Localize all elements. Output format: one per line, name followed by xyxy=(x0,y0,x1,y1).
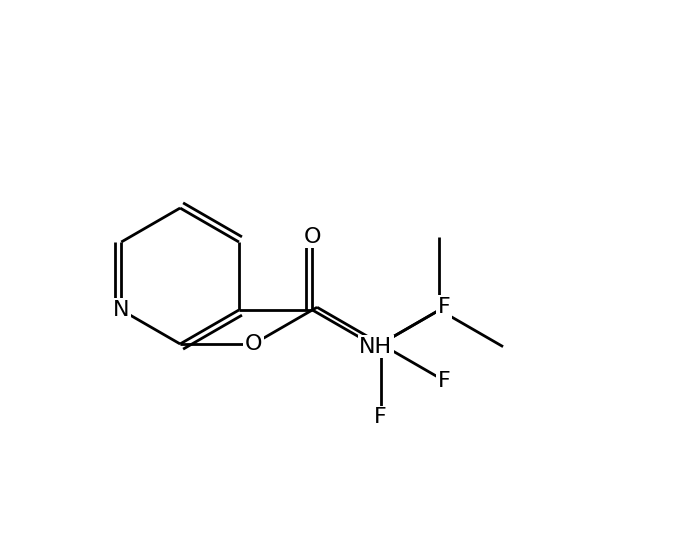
Text: N: N xyxy=(113,300,129,320)
Text: F: F xyxy=(375,407,387,427)
Text: NH: NH xyxy=(360,337,392,357)
Text: F: F xyxy=(438,370,451,391)
Text: F: F xyxy=(438,298,451,317)
Text: O: O xyxy=(244,334,262,354)
Text: O: O xyxy=(304,226,321,247)
